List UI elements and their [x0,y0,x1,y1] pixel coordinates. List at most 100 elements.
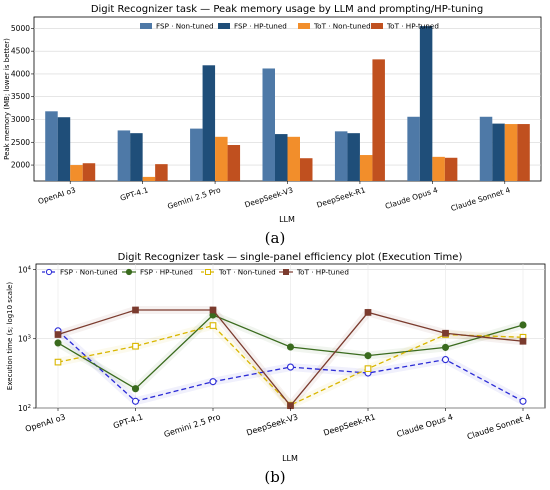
data-point [54,331,62,338]
legend-label: FSP · Non-tuned [156,22,214,31]
data-point [364,309,372,316]
line-y-ticks: 102 103 104 [18,265,36,413]
bar [70,165,83,181]
legend-label: ToT · HP-tuned [386,22,439,31]
legend-label: FSP · HP-tuned [234,22,287,31]
legend-marker [125,268,133,276]
bar [117,130,131,181]
legend-marker [283,269,289,275]
bar [479,116,493,181]
line-x-ticks: OpenAI o3 GPT-4.1 Gemini 2.5 Pro DeepSeek-V… [24,408,532,441]
y-tick-label: 3000 [11,115,30,124]
lines [54,306,527,410]
bar [444,157,458,181]
x-tick-label: Claude Opus 4 [384,185,439,211]
y-tick-label: 104 [18,265,32,274]
legend-label: ToT · Non-tuned [218,268,276,277]
data-point [519,337,527,345]
data-point [209,322,217,329]
bar [227,145,241,181]
bar-y-ticks: 2000 2500 3000 3500 4000 4500 5000 [11,24,34,170]
x-tick-label: DeepSeek-V3 [245,412,299,437]
bar-x-axis-label: LLM [279,215,295,224]
bar-chart-title: Digit Recognizer task — Peak memory usag… [91,4,483,15]
data-point [209,378,217,386]
data-point [364,365,372,372]
bar [155,164,168,181]
y-tick-label: 4500 [11,47,30,56]
bar [262,68,275,181]
line-chart-panel: Digit Recognizer task — single-panel eff… [6,252,546,463]
data-point [441,343,450,351]
x-tick-label: DeepSeek-R1 [315,185,366,209]
caption-a: (a) [265,229,286,247]
x-tick-label: Claude Sonnet 4 [450,185,512,213]
data-point [132,306,139,314]
data-point [54,339,62,347]
y-tick-label: 2000 [11,161,30,170]
bar [275,134,288,181]
legend-label: FSP · Non-tuned [60,268,118,277]
data-point [441,356,450,364]
bar-chart-panel: Digit Recognizer task — Peak memory usag… [3,4,542,224]
bar [57,117,71,181]
bar [190,128,203,181]
bar [142,176,156,181]
bar [517,124,530,181]
x-tick-label: Claude Sonnet 4 [466,412,532,441]
legend-marker [205,269,211,275]
bar [334,131,348,181]
caption-b: (b) [264,468,285,486]
y-tick-label: 4000 [11,69,30,78]
bars [45,26,530,181]
x-tick-label: DeepSeek-V3 [244,185,295,209]
legend-marker [45,268,53,276]
x-tick-label: GPT-4.1 [112,412,144,430]
bar [130,133,143,181]
x-tick-label: Gemini 2.5 Pro [166,185,222,211]
bar [215,136,228,181]
bar [202,65,216,181]
bar [287,136,300,181]
line-chart-title: Digit Recognizer task — single-panel eff… [118,252,463,263]
y-tick-label: 103 [18,335,32,344]
y-tick-label: 3500 [11,92,30,101]
x-tick-label: OpenAI o3 [24,412,66,433]
data-point [519,321,527,329]
line-y-axis-label: Execution time (s; log10 scale) [6,282,14,390]
data-point [54,358,62,366]
legend-label: ToT · HP-tuned [296,268,349,277]
data-point [286,363,295,371]
bar-y-axis-label: Peak memory (MB; lower is better) [3,38,11,160]
data-point [287,402,294,410]
bar [82,163,96,181]
legend-label: FSP · HP-tuned [140,268,193,277]
bar-x-ticks: OpenAI o3 GPT-4.1 Gemini 2.5 Pro DeepSeek-V… [37,181,512,213]
legend-swatch [371,23,383,29]
line-legend: FSP · Non-tuned FSP · HP-tuned ToT · Non-t… [42,268,349,277]
data-point [209,306,217,314]
bar [504,124,518,181]
x-tick-label: Gemini 2.5 Pro [163,412,222,439]
y-tick-label: 102 [18,404,31,413]
y-tick-label: 5000 [11,24,30,33]
legend-swatch [298,23,310,29]
y-tick-label: 2500 [11,138,30,147]
bar [300,158,313,181]
legend-label: ToT · Non-tuned [313,22,371,31]
bar [372,59,385,181]
bar [432,156,445,181]
bar [407,116,420,181]
data-point [364,352,372,360]
bar [347,133,360,181]
x-tick-label: Claude Opus 4 [396,412,454,439]
bar [419,26,433,181]
bar [492,123,505,181]
x-tick-label: GPT-4.1 [119,185,149,203]
legend-swatch [218,23,230,29]
bar [359,155,373,181]
bar-legend: FSP · Non-tuned FSP · HP-tuned ToT · Non-t… [140,22,439,31]
data-point [519,397,527,405]
data-point [131,397,140,405]
